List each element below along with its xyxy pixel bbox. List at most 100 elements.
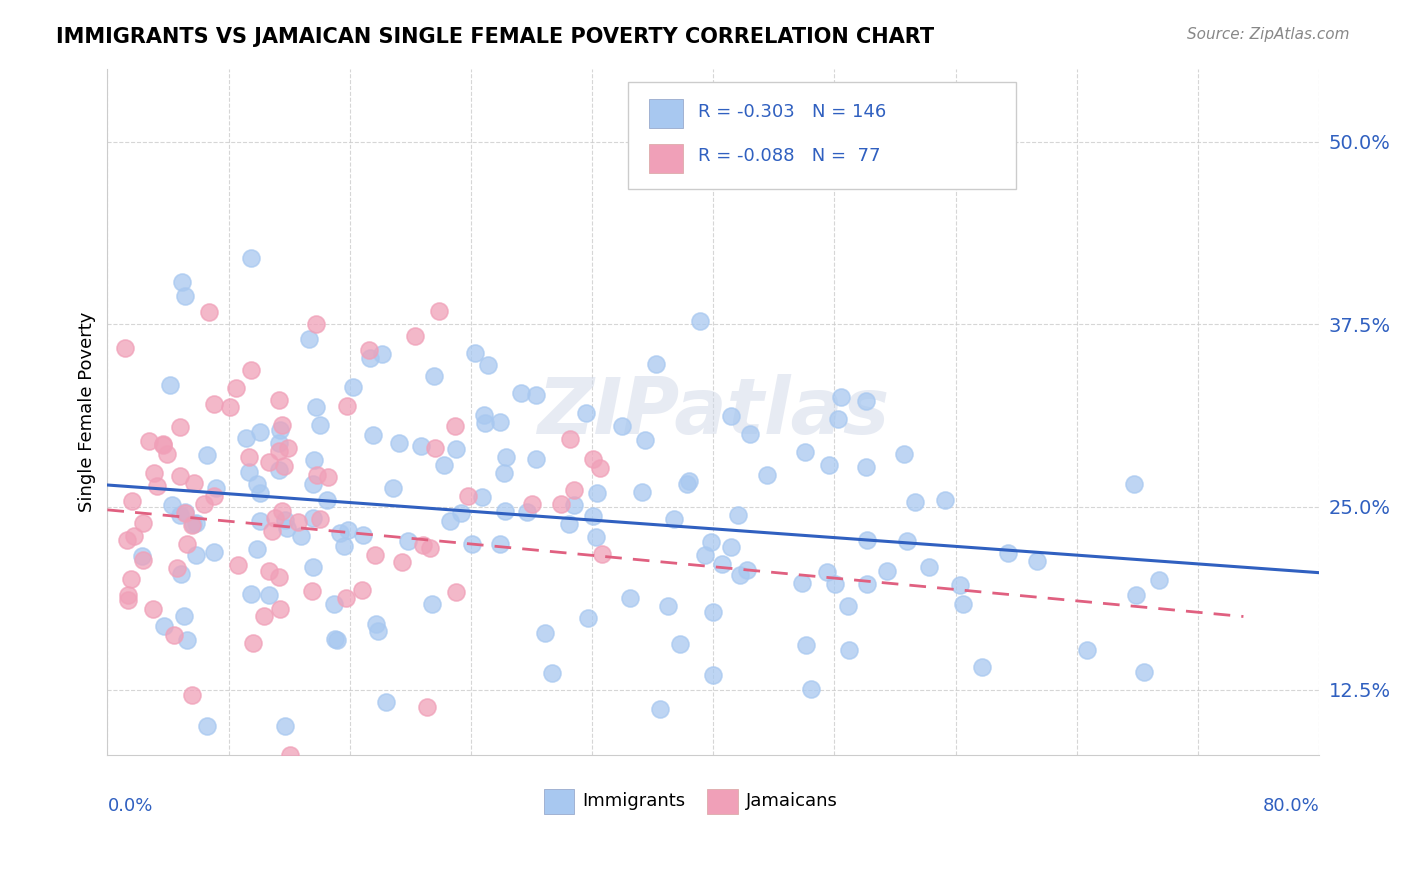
Point	[790, 575, 813, 590]
Point	[444, 442, 467, 456]
FancyBboxPatch shape	[628, 82, 1017, 189]
Point	[333, 539, 356, 553]
Point	[550, 497, 572, 511]
Point	[474, 417, 496, 431]
Point	[1125, 588, 1147, 602]
Point	[259, 588, 281, 602]
Point	[586, 485, 609, 500]
Point	[619, 591, 641, 605]
Point	[388, 436, 411, 450]
Point	[336, 523, 359, 537]
Point	[678, 474, 700, 488]
Point	[371, 346, 394, 360]
Point	[269, 602, 291, 616]
Point	[494, 504, 516, 518]
Point	[253, 609, 276, 624]
Text: 80.0%: 80.0%	[1263, 797, 1319, 814]
Point	[170, 567, 193, 582]
Point	[876, 564, 898, 578]
Y-axis label: Single Female Poverty: Single Female Poverty	[79, 311, 96, 512]
Point	[562, 483, 585, 497]
Point	[396, 533, 419, 548]
Point	[585, 531, 607, 545]
Point	[269, 424, 291, 438]
Point	[610, 418, 633, 433]
Point	[589, 461, 612, 475]
Point	[576, 611, 599, 625]
Point	[260, 524, 283, 538]
Point	[472, 408, 495, 422]
Point	[675, 477, 697, 491]
Point	[278, 748, 301, 763]
Point	[181, 517, 204, 532]
Point	[117, 593, 139, 607]
Point	[249, 514, 271, 528]
Point	[444, 585, 467, 599]
Point	[273, 513, 295, 527]
Point	[522, 497, 544, 511]
Point	[239, 586, 262, 600]
Point	[143, 467, 166, 481]
Point	[727, 508, 749, 522]
Point	[159, 378, 181, 392]
Point	[174, 506, 197, 520]
Point	[591, 547, 613, 561]
Point	[364, 548, 387, 562]
Point	[582, 451, 605, 466]
Point	[1147, 573, 1170, 587]
Point	[152, 437, 174, 451]
Point	[198, 304, 221, 318]
Point	[509, 385, 531, 400]
Point	[290, 529, 312, 543]
Point	[824, 577, 846, 591]
Point	[669, 637, 692, 651]
Point	[896, 533, 918, 548]
Point	[226, 558, 249, 573]
Point	[492, 467, 515, 481]
Point	[156, 447, 179, 461]
Point	[197, 719, 219, 733]
Point	[689, 314, 711, 328]
Point	[558, 516, 581, 531]
Text: R = -0.303   N = 146: R = -0.303 N = 146	[697, 103, 886, 120]
Text: R = -0.088   N =  77: R = -0.088 N = 77	[697, 147, 880, 165]
Point	[176, 633, 198, 648]
Point	[720, 540, 742, 554]
Point	[664, 512, 686, 526]
Point	[309, 512, 332, 526]
Point	[326, 633, 349, 648]
Point	[246, 542, 269, 557]
Point	[423, 442, 446, 456]
Point	[415, 700, 437, 714]
Point	[195, 448, 218, 462]
Point	[173, 505, 195, 519]
Point	[169, 469, 191, 483]
Point	[720, 409, 742, 424]
Point	[249, 485, 271, 500]
Point	[186, 516, 208, 530]
Point	[302, 476, 325, 491]
Point	[316, 470, 339, 484]
Point	[121, 493, 143, 508]
Point	[328, 526, 350, 541]
Point	[695, 548, 717, 562]
Point	[461, 537, 484, 551]
Text: ZIPatlas: ZIPatlas	[537, 374, 890, 450]
Text: Immigrants: Immigrants	[582, 792, 686, 810]
Point	[364, 616, 387, 631]
Point	[1123, 476, 1146, 491]
Point	[160, 498, 183, 512]
Point	[277, 441, 299, 455]
Point	[794, 445, 817, 459]
Point	[132, 553, 155, 567]
Point	[1076, 643, 1098, 657]
Point	[735, 563, 758, 577]
Point	[700, 535, 723, 549]
Point	[271, 418, 294, 433]
Point	[117, 588, 139, 602]
Point	[323, 597, 346, 611]
Point	[257, 564, 280, 578]
Point	[634, 434, 657, 448]
Point	[173, 608, 195, 623]
Point	[235, 431, 257, 445]
